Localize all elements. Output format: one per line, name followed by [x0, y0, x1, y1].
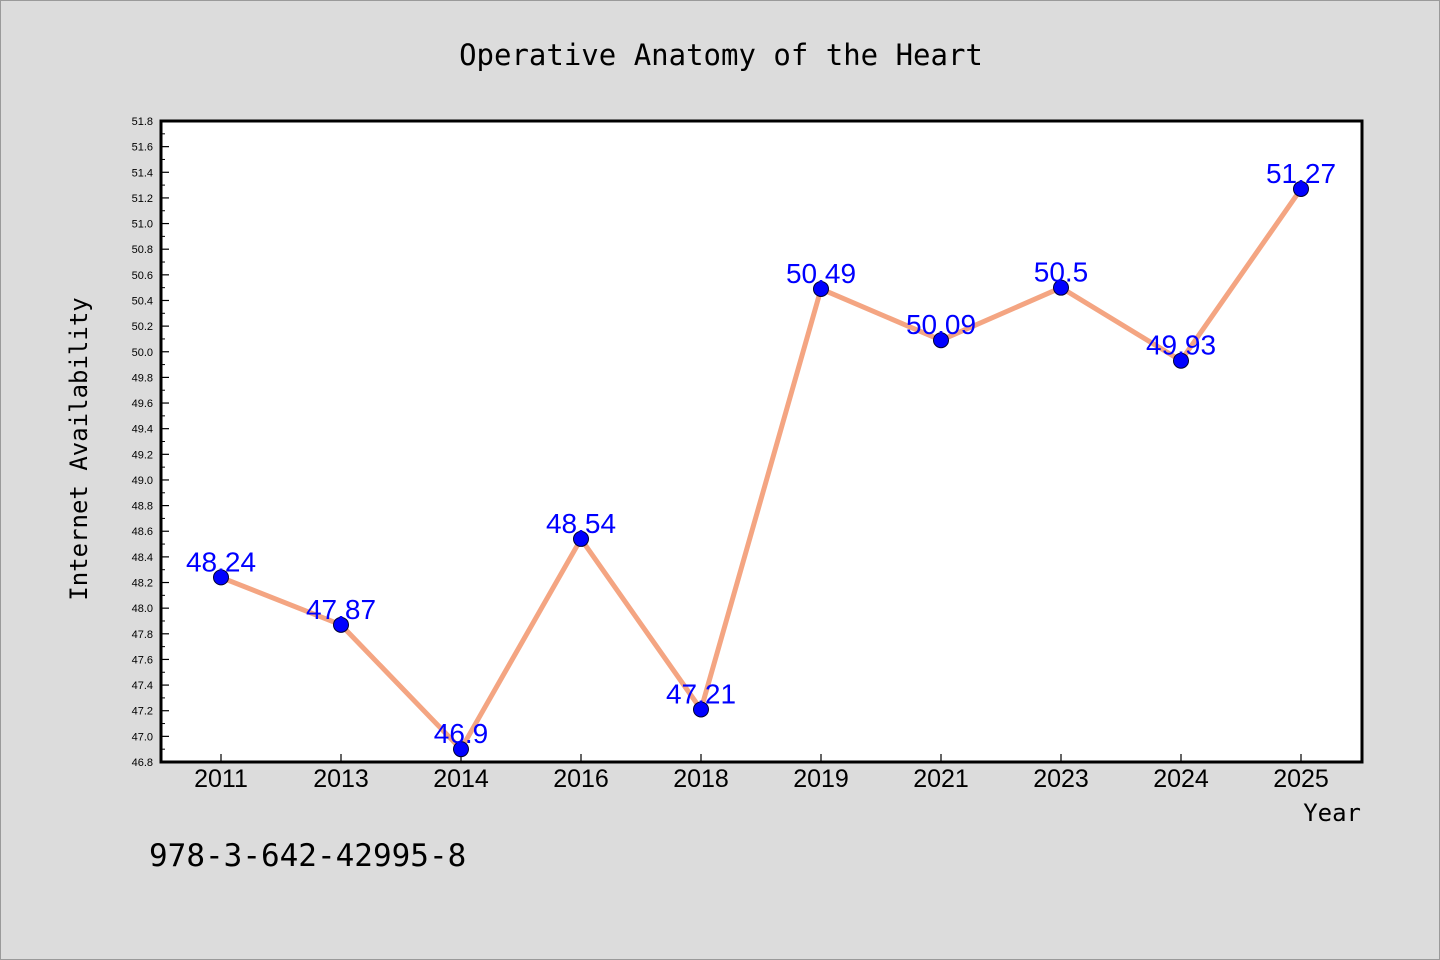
- y-tick-label: 49.0: [132, 475, 153, 487]
- y-axis: 46.8 47.0 47.2 47.4 47.6 47.8 48.0 48.2 48.4 48.6…: [132, 116, 169, 769]
- data-point-2016: [573, 530, 589, 547]
- series-line: [218, 186, 1304, 752]
- y-tick-label: 51.4: [132, 167, 153, 179]
- data-label-2016: 48.54: [546, 508, 616, 539]
- data-label-2025: 51.27: [1266, 158, 1336, 189]
- y-tick-label: 47.8: [132, 629, 153, 641]
- y-tick-label: 46.8: [132, 757, 153, 769]
- chart-title: Operative Anatomy of the Heart: [459, 38, 983, 72]
- x-tick-label: 2018: [673, 765, 729, 793]
- y-tick-label: 49.2: [132, 449, 153, 461]
- plot-area: [159, 119, 1364, 764]
- data-labels: 48.24 47.87 46.9 48.54 47.21 50.49 50.09 50.5 49…: [186, 158, 1336, 749]
- y-tick-label: 50.8: [132, 244, 153, 256]
- y-tick-label: 51.6: [132, 142, 153, 154]
- x-tick-label: 2019: [793, 765, 849, 793]
- data-label-2021: 50.09: [906, 309, 976, 340]
- x-tick-label: 2013: [313, 765, 369, 793]
- y-tick-label: 50.0: [132, 347, 153, 359]
- y-axis-label: Internet Availability: [65, 297, 93, 600]
- isbn-text: 978-3-642-42995-8: [149, 838, 466, 874]
- x-tick-label: 2021: [913, 765, 969, 793]
- y-tick-label: 48.0: [132, 603, 153, 615]
- data-point-2023: [1053, 279, 1069, 296]
- x-tick-label: 2025: [1273, 765, 1329, 793]
- y-tick-label: 51.8: [132, 116, 153, 128]
- data-label-2019: 50.49: [786, 258, 856, 289]
- y-tick-label: 47.2: [132, 706, 153, 718]
- y-tick-label: 48.6: [132, 526, 153, 538]
- x-tick-label: 2016: [553, 765, 609, 793]
- y-tick-label: 48.2: [132, 578, 153, 590]
- y-tick-label: 49.8: [132, 372, 153, 384]
- x-tick-label: 2023: [1033, 765, 1089, 793]
- data-point-2025: [1293, 180, 1309, 197]
- x-axis-label: Year: [1303, 799, 1361, 827]
- data-markers: [213, 180, 1309, 758]
- y-tick-label: 51.0: [132, 219, 153, 231]
- x-axis: 2011 2013 2014 2016 2018 2019 2021 2023 2024 2025: [194, 754, 1329, 793]
- y-tick-label: 49.4: [132, 424, 153, 436]
- data-label-2014: 46.9: [434, 718, 489, 749]
- x-tick-label: 2011: [194, 765, 248, 793]
- y-tick-label: 51.2: [132, 193, 153, 205]
- data-point-2019: [813, 280, 829, 297]
- y-tick-label: 47.0: [132, 731, 153, 743]
- data-label-2018: 47.21: [666, 678, 736, 709]
- y-tick-label: 50.6: [132, 270, 153, 282]
- y-tick-label: 48.4: [132, 552, 153, 564]
- data-point-2024: [1173, 352, 1189, 369]
- data-label-2011: 48.24: [186, 546, 256, 577]
- y-tick-label: 47.6: [132, 654, 153, 666]
- data-label-2023: 50.5: [1034, 257, 1089, 288]
- data-point-2014: [453, 741, 469, 758]
- y-tick-label: 48.8: [132, 501, 153, 513]
- y-tick-label: 49.6: [132, 398, 153, 410]
- data-point-2021: [933, 332, 949, 349]
- data-point-2011: [213, 569, 229, 586]
- x-tick-label: 2024: [1153, 765, 1209, 793]
- data-label-2024: 49.93: [1146, 330, 1216, 361]
- data-point-2018: [693, 701, 709, 718]
- data-point-2013: [333, 616, 349, 633]
- x-tick-label: 2014: [433, 765, 489, 793]
- y-tick-label: 50.2: [132, 321, 153, 333]
- y-tick-label: 50.4: [132, 295, 153, 307]
- y-tick-label: 47.4: [132, 680, 153, 692]
- data-label-2013: 47.87: [306, 594, 376, 625]
